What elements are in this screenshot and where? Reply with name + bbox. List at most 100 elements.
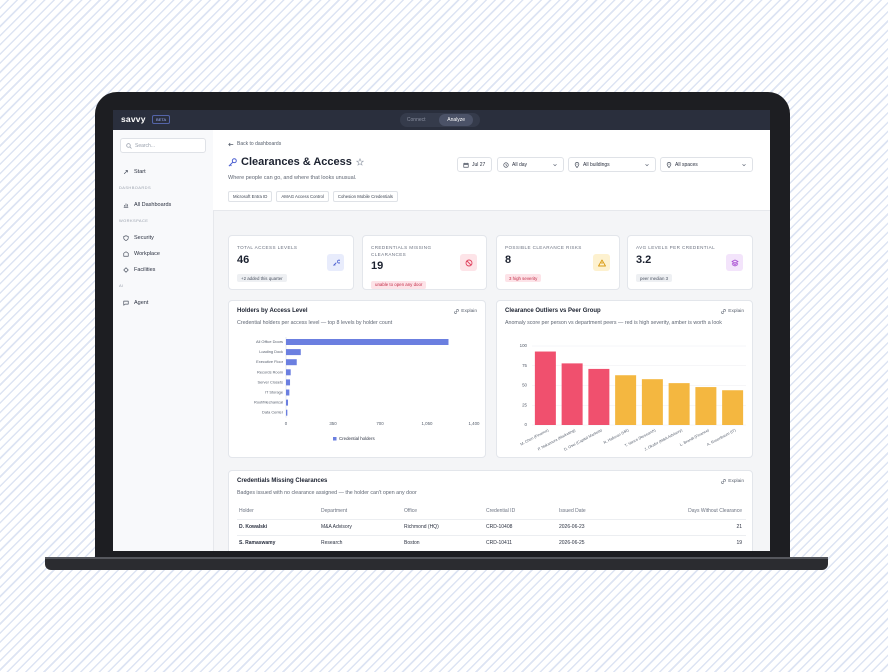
- row-divider: [237, 535, 746, 536]
- kpi-icon: [726, 254, 743, 271]
- table-cell: CRD-10411: [486, 540, 513, 546]
- category-label: Server Closets: [257, 379, 283, 384]
- table-cell: Holder: [239, 508, 254, 514]
- icon-path: [465, 259, 472, 266]
- filter-label: All day: [512, 161, 528, 168]
- nav-item[interactable]: All Dashboards: [123, 199, 171, 211]
- table-card: Credentials Missing Clearances Explain Bad…: [228, 470, 753, 551]
- bar: [286, 349, 301, 356]
- icon-path: [123, 235, 129, 241]
- explain-button[interactable]: Explain: [454, 309, 477, 314]
- icon-path: [123, 267, 129, 273]
- kpi-label: POSSIBLE CLEARANCE RISKS: [505, 245, 582, 250]
- legend-swatch: [333, 437, 337, 441]
- filter-label: Jul 27: [472, 161, 486, 168]
- nav-item[interactable]: Start: [123, 166, 146, 178]
- kpi-card: POSSIBLE CLEARANCE RISKS 8 3 high severity: [496, 235, 620, 290]
- nav-icon: [123, 235, 129, 241]
- icon-path: [721, 309, 727, 314]
- table-cell: S. Ramaswamy: [239, 540, 276, 546]
- y-tick-label: 50: [522, 383, 527, 388]
- x-tick-label: 350: [329, 421, 337, 426]
- icon-path: [666, 161, 672, 168]
- category-label: IT Storage: [265, 390, 283, 395]
- nav-label: Security: [134, 235, 154, 241]
- bar: [286, 389, 290, 396]
- chevron: [553, 163, 557, 166]
- filter-dropdown[interactable]: All buildings: [568, 157, 656, 172]
- back-link[interactable]: Back to dashboards: [228, 141, 281, 147]
- nav-item[interactable]: Workplace: [123, 248, 160, 260]
- nav-icon: [123, 300, 129, 306]
- tab[interactable]: Connect: [406, 117, 426, 123]
- kpi-label: CREDENTIALS MISSING CLEARANCES: [371, 245, 432, 257]
- title-row: Clearances & Access: [228, 156, 364, 168]
- nav-icon: [123, 203, 129, 208]
- page-subtitle: Where people can go, and where that look…: [228, 175, 357, 181]
- table-cell: CRD-10408: [486, 524, 513, 530]
- filter-dropdown[interactable]: All day: [497, 157, 564, 172]
- explain-button[interactable]: Explain: [721, 309, 744, 314]
- bar: [286, 409, 288, 416]
- nav-icon: [123, 267, 129, 273]
- x-tick-label: A. Rosenbaum (IT): [706, 428, 737, 447]
- kpi-note: +2 added this quarter: [237, 274, 287, 282]
- card-title: Credentials Missing Clearances: [237, 478, 328, 484]
- table-cell: Office: [404, 508, 417, 514]
- filter-label: All spaces: [675, 161, 698, 168]
- bar: [286, 369, 291, 376]
- bar: [286, 359, 297, 366]
- nav-item[interactable]: Agent: [123, 297, 148, 309]
- row-divider: [237, 519, 746, 520]
- y-tick-label: 0: [525, 422, 528, 427]
- source-list: Microsoft Entra ID AMAG Access Control Coh…: [228, 191, 398, 202]
- nav-item[interactable]: Facilities: [123, 264, 155, 276]
- nav-item[interactable]: Security: [123, 232, 154, 244]
- explain-button[interactable]: Explain: [721, 479, 744, 484]
- table-cell: Issued Date: [559, 508, 586, 514]
- kpi-icon: [460, 254, 477, 271]
- back-label: Back to dashboards: [237, 141, 282, 147]
- filter-dropdown[interactable]: Jul 27: [457, 157, 492, 172]
- table-cell: Richmond (HQ): [404, 524, 439, 530]
- x-tick-label: 1,400: [469, 421, 481, 426]
- icon-path: [123, 251, 129, 257]
- x-tick-label: 1,050: [422, 421, 434, 426]
- y-tick-label: 75: [522, 363, 527, 368]
- explain-label: Explain: [728, 309, 744, 314]
- kpi-value: 8: [505, 253, 512, 266]
- category-label: Data Center: [262, 410, 284, 415]
- bar: [641, 379, 663, 425]
- category-label: Executive Floor: [256, 359, 284, 364]
- y-tick-label: 25: [522, 402, 527, 407]
- legend-label: Credential holders: [339, 436, 375, 441]
- kpi-value: 46: [237, 253, 250, 266]
- icon-path: [123, 203, 129, 208]
- bar: [534, 351, 556, 425]
- favorite-star[interactable]: [355, 158, 364, 166]
- nav-label: Start: [134, 169, 146, 175]
- source-tag: Microsoft Entra ID: [228, 191, 273, 202]
- top-bar: savvy BETA Connect Analyze: [113, 110, 770, 130]
- filter-dropdown[interactable]: All spaces: [660, 157, 753, 172]
- bar: [561, 363, 583, 425]
- tab-active[interactable]: Analyze: [439, 114, 474, 126]
- brand: savvy: [121, 114, 146, 124]
- category-label: Records Room: [257, 369, 283, 374]
- icon-path: [454, 309, 460, 314]
- kpi-card: AVG LEVELS PER CREDENTIAL 3.2 peer median …: [627, 235, 753, 290]
- y-tick-label: 100: [520, 343, 528, 348]
- icon-path: [574, 161, 580, 168]
- table-cell: D. Kowalski: [239, 524, 268, 530]
- bar: [668, 383, 690, 425]
- bar: [588, 368, 610, 425]
- table-cell: Department: [321, 508, 348, 514]
- nav-heading: DASHBOARDS: [119, 185, 152, 190]
- search-box[interactable]: Search...: [120, 138, 206, 153]
- explain-label: Explain: [728, 479, 744, 484]
- kpi-label: TOTAL ACCESS LEVELS: [237, 245, 298, 250]
- laptop-base: [45, 557, 828, 570]
- category-label: Roof/Mechanical: [254, 400, 283, 405]
- key-icon: [228, 157, 237, 166]
